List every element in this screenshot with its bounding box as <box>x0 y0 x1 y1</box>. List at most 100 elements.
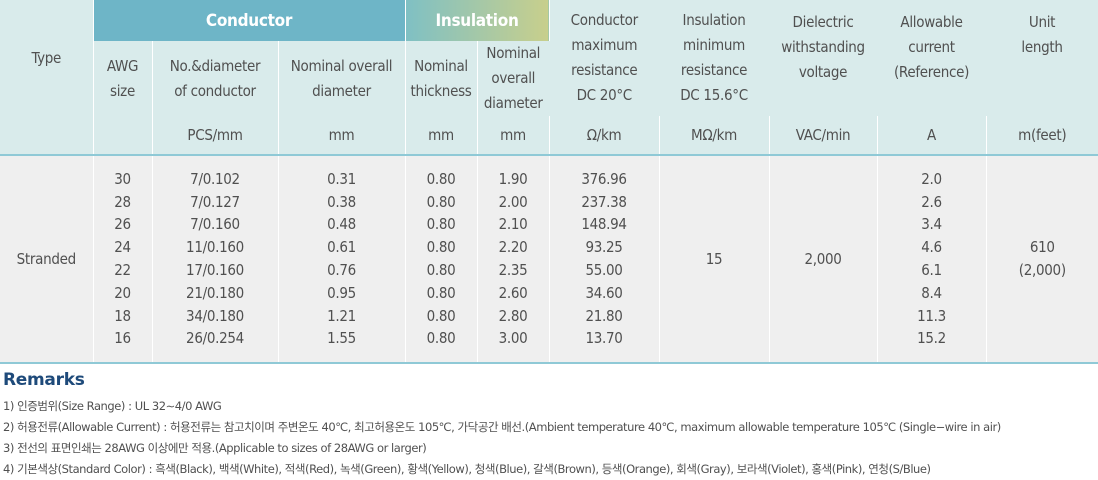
no-diameter-value: 34/0.180 <box>186 306 244 325</box>
header-conductor-group: Conductor <box>92 0 406 41</box>
resistance-value: 148.94 <box>581 215 627 234</box>
current-value: 2.6 <box>921 192 942 211</box>
header-min-insulation-text: Insulation minimum resistance DC 15.6°C <box>680 11 748 104</box>
cond-overall-value: 0.95 <box>327 283 356 302</box>
remarks-section: Remarks 1) 인증범위(Size Range) : UL 32∼4/0 … <box>3 370 1095 480</box>
ins-overall-value: 2.00 <box>498 192 528 211</box>
unit-no-diameter: PCS/mm <box>151 116 278 155</box>
no-diameter-column: 7/0.102 7/0.127 7/0.160 11/0.160 17/0.16… <box>151 154 278 364</box>
no-diameter-value: 7/0.102 <box>190 169 240 188</box>
resistance-value: 93.25 <box>585 238 623 257</box>
awg-value: 18 <box>114 306 131 325</box>
no-diameter-value: 7/0.160 <box>190 215 240 234</box>
cond-overall-value: 1.55 <box>327 329 356 348</box>
unit-length-value-feet: (2,000) <box>1018 261 1066 279</box>
header-dielectric-text: Dielectric withstanding voltage <box>781 13 865 81</box>
unit-dielectric: VAC/min <box>768 116 878 155</box>
ins-thickness-value: 0.80 <box>426 261 456 279</box>
unit-ins-thickness: mm <box>404 116 478 155</box>
ins-overall-value: 2.35 <box>498 261 528 279</box>
ins-overall-value: 2.80 <box>498 306 528 325</box>
ins-thickness-value: 0.80 <box>426 169 456 188</box>
no-diameter-value: 26/0.254 <box>186 329 244 348</box>
header-ins-thickness: Nominal thickness <box>404 41 478 116</box>
header-allowable-current-text: Allowable current (Reference) <box>893 13 970 81</box>
unit-length-cell: 610 (2,000) <box>985 154 1098 364</box>
header-cond-overall: Nominal overall diameter <box>277 41 406 116</box>
current-column: 2.0 2.6 3.4 4.6 6.1 8.4 11.3 15.2 <box>876 154 987 364</box>
resistance-column: 376.96 237.38 148.94 93.25 55.00 34.60 2… <box>548 154 660 364</box>
header-allowable-current: Allowable current (Reference) <box>877 0 986 116</box>
cond-overall-value: 0.48 <box>327 215 356 234</box>
resistance-value: 55.00 <box>585 261 623 279</box>
unit-type-empty <box>0 116 93 155</box>
dielectric-cell: 2,000 <box>768 154 878 364</box>
header-insulation-group: Insulation <box>405 0 550 41</box>
unit-insulation-resistance: MΩ/km <box>658 116 770 155</box>
cond-overall-value: 0.31 <box>327 169 356 188</box>
awg-value: 22 <box>114 261 131 279</box>
header-ins-thickness-text: Nominal thickness <box>410 56 472 100</box>
ins-overall-value: 3.00 <box>498 329 528 348</box>
header-awg-size: AWG size <box>92 41 152 116</box>
cond-overall-value: 1.21 <box>327 306 356 325</box>
no-diameter-value: 17/0.160 <box>186 261 244 279</box>
ins-overall-value: 2.20 <box>498 238 528 257</box>
no-diameter-value: 21/0.180 <box>186 283 244 302</box>
ins-thickness-value: 0.80 <box>426 306 456 325</box>
ins-overall-value: 2.60 <box>498 283 528 302</box>
remark-note: 3) 전선의 표면인쇄는 28AWG 이상에만 적용.(Applicable t… <box>3 441 427 455</box>
awg-value: 16 <box>114 329 131 348</box>
ins-thickness-value: 0.80 <box>426 238 456 257</box>
awg-value: 30 <box>114 169 131 188</box>
remarks-title: Remarks <box>3 370 85 390</box>
ins-thickness-value: 0.80 <box>426 329 456 348</box>
resistance-value: 13.70 <box>585 329 623 348</box>
resistance-value: 34.60 <box>585 283 623 302</box>
header-dielectric: Dielectric withstanding voltage <box>769 0 877 116</box>
header-cond-overall-text: Nominal overall diameter <box>290 56 393 100</box>
header-no-diameter-text: No.&diameter of conductor <box>169 56 261 100</box>
type-cell: Stranded <box>0 154 93 364</box>
ins-thickness-value: 0.80 <box>426 215 456 234</box>
header-no-diameter: No.&diameter of conductor <box>151 41 278 116</box>
no-diameter-value: 7/0.127 <box>190 192 240 211</box>
ins-thickness-value: 0.80 <box>426 283 456 302</box>
current-value: 6.1 <box>921 261 942 279</box>
current-value: 4.6 <box>921 238 942 257</box>
ins-overall-column: 1.90 2.00 2.10 2.20 2.35 2.60 2.80 3.00 <box>476 154 550 364</box>
unit-ins-overall: mm <box>476 116 550 155</box>
awg-column: 30 28 26 24 22 20 18 16 <box>92 154 152 364</box>
header-ins-overall-text: Nominal overall diameter <box>483 44 543 112</box>
header-ins-overall: Nominal overall diameter <box>476 41 550 116</box>
no-diameter-value: 11/0.160 <box>186 238 244 257</box>
awg-value: 26 <box>114 215 131 234</box>
unit-resistance: Ω/km <box>548 116 660 155</box>
cond-overall-column: 0.31 0.38 0.48 0.61 0.76 0.95 1.21 1.55 <box>277 154 406 364</box>
unit-current: A <box>876 116 987 155</box>
remark-note: 2) 허용전류(Allowable Current) : 허용전류는 참고치이며… <box>3 420 1001 434</box>
ins-thickness-value: 0.80 <box>426 192 456 211</box>
insulation-resistance-cell: 15 <box>658 154 770 364</box>
resistance-value: 376.96 <box>581 169 627 188</box>
current-value: 8.4 <box>921 283 942 302</box>
header-max-resistance-text: Conductor maximum resistance DC 20°C <box>570 11 638 104</box>
header-unit-length-text: Unit length <box>1021 13 1063 56</box>
header-min-insulation-resistance: Insulation minimum resistance DC 15.6°C <box>659 0 769 116</box>
header-awg-text: AWG size <box>106 56 139 100</box>
unit-cond-overall: mm <box>277 116 406 155</box>
unit-length-value: 610 <box>1029 238 1055 257</box>
unit-awg-empty <box>92 116 152 155</box>
cond-overall-value: 0.61 <box>327 238 356 257</box>
awg-value: 20 <box>114 283 131 302</box>
header-type: Type <box>31 49 62 67</box>
cable-spec-table: Type Conductor Insulation Conductor maxim… <box>0 0 1098 364</box>
current-value: 2.0 <box>921 169 942 188</box>
awg-value: 24 <box>114 238 131 257</box>
cond-overall-value: 0.76 <box>327 261 356 279</box>
ins-thickness-column: 0.80 0.80 0.80 0.80 0.80 0.80 0.80 0.80 <box>404 154 478 364</box>
current-value: 11.3 <box>917 306 946 325</box>
header-unit-length: Unit length <box>986 0 1098 116</box>
ins-overall-value: 2.10 <box>498 215 528 234</box>
